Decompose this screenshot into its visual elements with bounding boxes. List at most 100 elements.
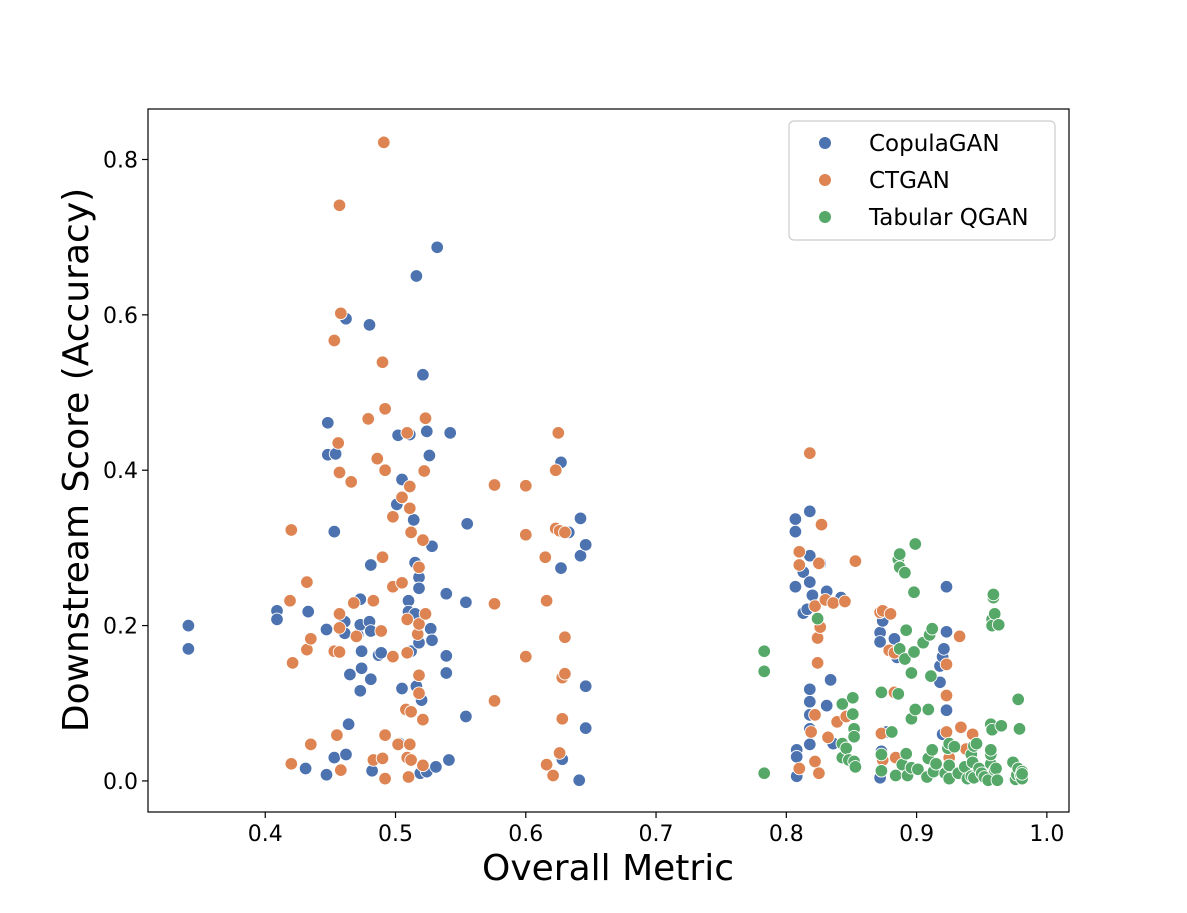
- data-point: [284, 523, 299, 537]
- data-point: [404, 753, 418, 767]
- data-point: [347, 596, 361, 610]
- legend-marker-copulagan: [818, 136, 832, 150]
- data-point: [578, 538, 593, 552]
- data-point: [803, 682, 817, 697]
- data-point: [321, 416, 335, 430]
- data-point: [757, 644, 771, 658]
- data-point: [344, 475, 358, 489]
- data-point: [848, 554, 863, 568]
- data-point: [578, 721, 593, 735]
- data-point: [406, 513, 421, 527]
- data-point: [792, 558, 807, 572]
- data-point: [487, 694, 502, 708]
- data-point: [558, 630, 572, 644]
- data-point: [573, 511, 588, 526]
- data-point: [986, 587, 1001, 602]
- data-point: [304, 737, 318, 752]
- legend-marker-ctgan: [818, 173, 832, 187]
- data-point: [538, 550, 553, 564]
- data-point: [757, 766, 771, 780]
- data-point: [332, 607, 347, 621]
- data-point: [304, 632, 318, 646]
- data-point: [1015, 767, 1029, 781]
- legend-marker-tabular-qgan: [818, 210, 832, 224]
- data-point: [319, 622, 334, 637]
- data-point: [417, 464, 431, 478]
- data-point: [378, 402, 392, 416]
- data-point: [423, 621, 438, 636]
- series-ctgan: [283, 135, 980, 786]
- data-point: [377, 135, 391, 150]
- data-point: [908, 537, 923, 551]
- data-point: [911, 762, 925, 777]
- data-point: [804, 725, 818, 739]
- data-point: [954, 720, 968, 735]
- data-point: [418, 607, 433, 621]
- data-point: [937, 642, 951, 656]
- data-point: [838, 594, 852, 609]
- data-point: [939, 688, 954, 703]
- data-point: [416, 533, 430, 547]
- data-point: [339, 747, 353, 762]
- data-point: [412, 668, 426, 683]
- data-point: [418, 411, 433, 425]
- data-point: [821, 730, 835, 745]
- data-point: [789, 750, 804, 764]
- data-point: [939, 579, 954, 594]
- data-point: [331, 436, 345, 450]
- data-point: [819, 698, 834, 713]
- data-point: [810, 656, 825, 670]
- legend-label-tabular-qgan: Tabular QGAN: [868, 205, 1029, 231]
- legend-frame: [788, 120, 1056, 241]
- data-point: [395, 681, 409, 696]
- data-point: [947, 739, 962, 754]
- data-point: [378, 728, 392, 742]
- data-point: [873, 635, 887, 649]
- data-point: [375, 751, 390, 766]
- axes: 0.4 0.5 0.6 0.7 0.8 0.9 1.0 0.0 0.2 0.4 0.6 0.8: [103, 148, 1064, 847]
- data-point: [519, 527, 533, 542]
- data-point: [548, 463, 563, 477]
- data-point: [939, 625, 954, 639]
- data-point: [460, 517, 474, 531]
- data-point: [403, 479, 417, 494]
- data-point: [921, 702, 936, 717]
- data-point: [803, 737, 817, 752]
- data-point: [412, 581, 426, 596]
- data-point: [284, 757, 299, 771]
- x-tick-label: 1.0: [1029, 822, 1064, 847]
- data-point: [412, 560, 426, 575]
- data-point: [551, 426, 566, 440]
- data-point: [354, 644, 369, 658]
- data-point: [803, 446, 817, 460]
- data-point: [370, 451, 385, 466]
- data-point: [364, 558, 378, 572]
- legend-label-copulagan: CopulaGAN: [869, 131, 1000, 157]
- data-point: [848, 760, 863, 774]
- data-point: [395, 576, 409, 590]
- data-point: [808, 708, 822, 722]
- data-point: [283, 593, 297, 608]
- data-point: [925, 743, 939, 757]
- data-point: [812, 766, 826, 780]
- legend-label-ctgan: CTGAN: [869, 168, 950, 194]
- y-tick-label: 0.0: [103, 770, 138, 795]
- y-tick-label: 0.6: [103, 304, 138, 329]
- data-point: [422, 448, 437, 463]
- data-point: [386, 510, 400, 524]
- y-tick-label: 0.2: [103, 615, 138, 640]
- data-point: [332, 465, 347, 480]
- data-point: [378, 463, 392, 477]
- data-point: [487, 478, 502, 492]
- data-point: [929, 757, 943, 771]
- x-axis-label: Overall Metric: [482, 848, 734, 889]
- data-point: [812, 556, 826, 571]
- data-point: [429, 760, 443, 774]
- data-point: [939, 703, 954, 717]
- data-point: [361, 412, 375, 426]
- data-point: [991, 618, 1006, 632]
- data-point: [298, 761, 313, 776]
- data-point: [835, 697, 850, 711]
- data-point: [400, 646, 414, 660]
